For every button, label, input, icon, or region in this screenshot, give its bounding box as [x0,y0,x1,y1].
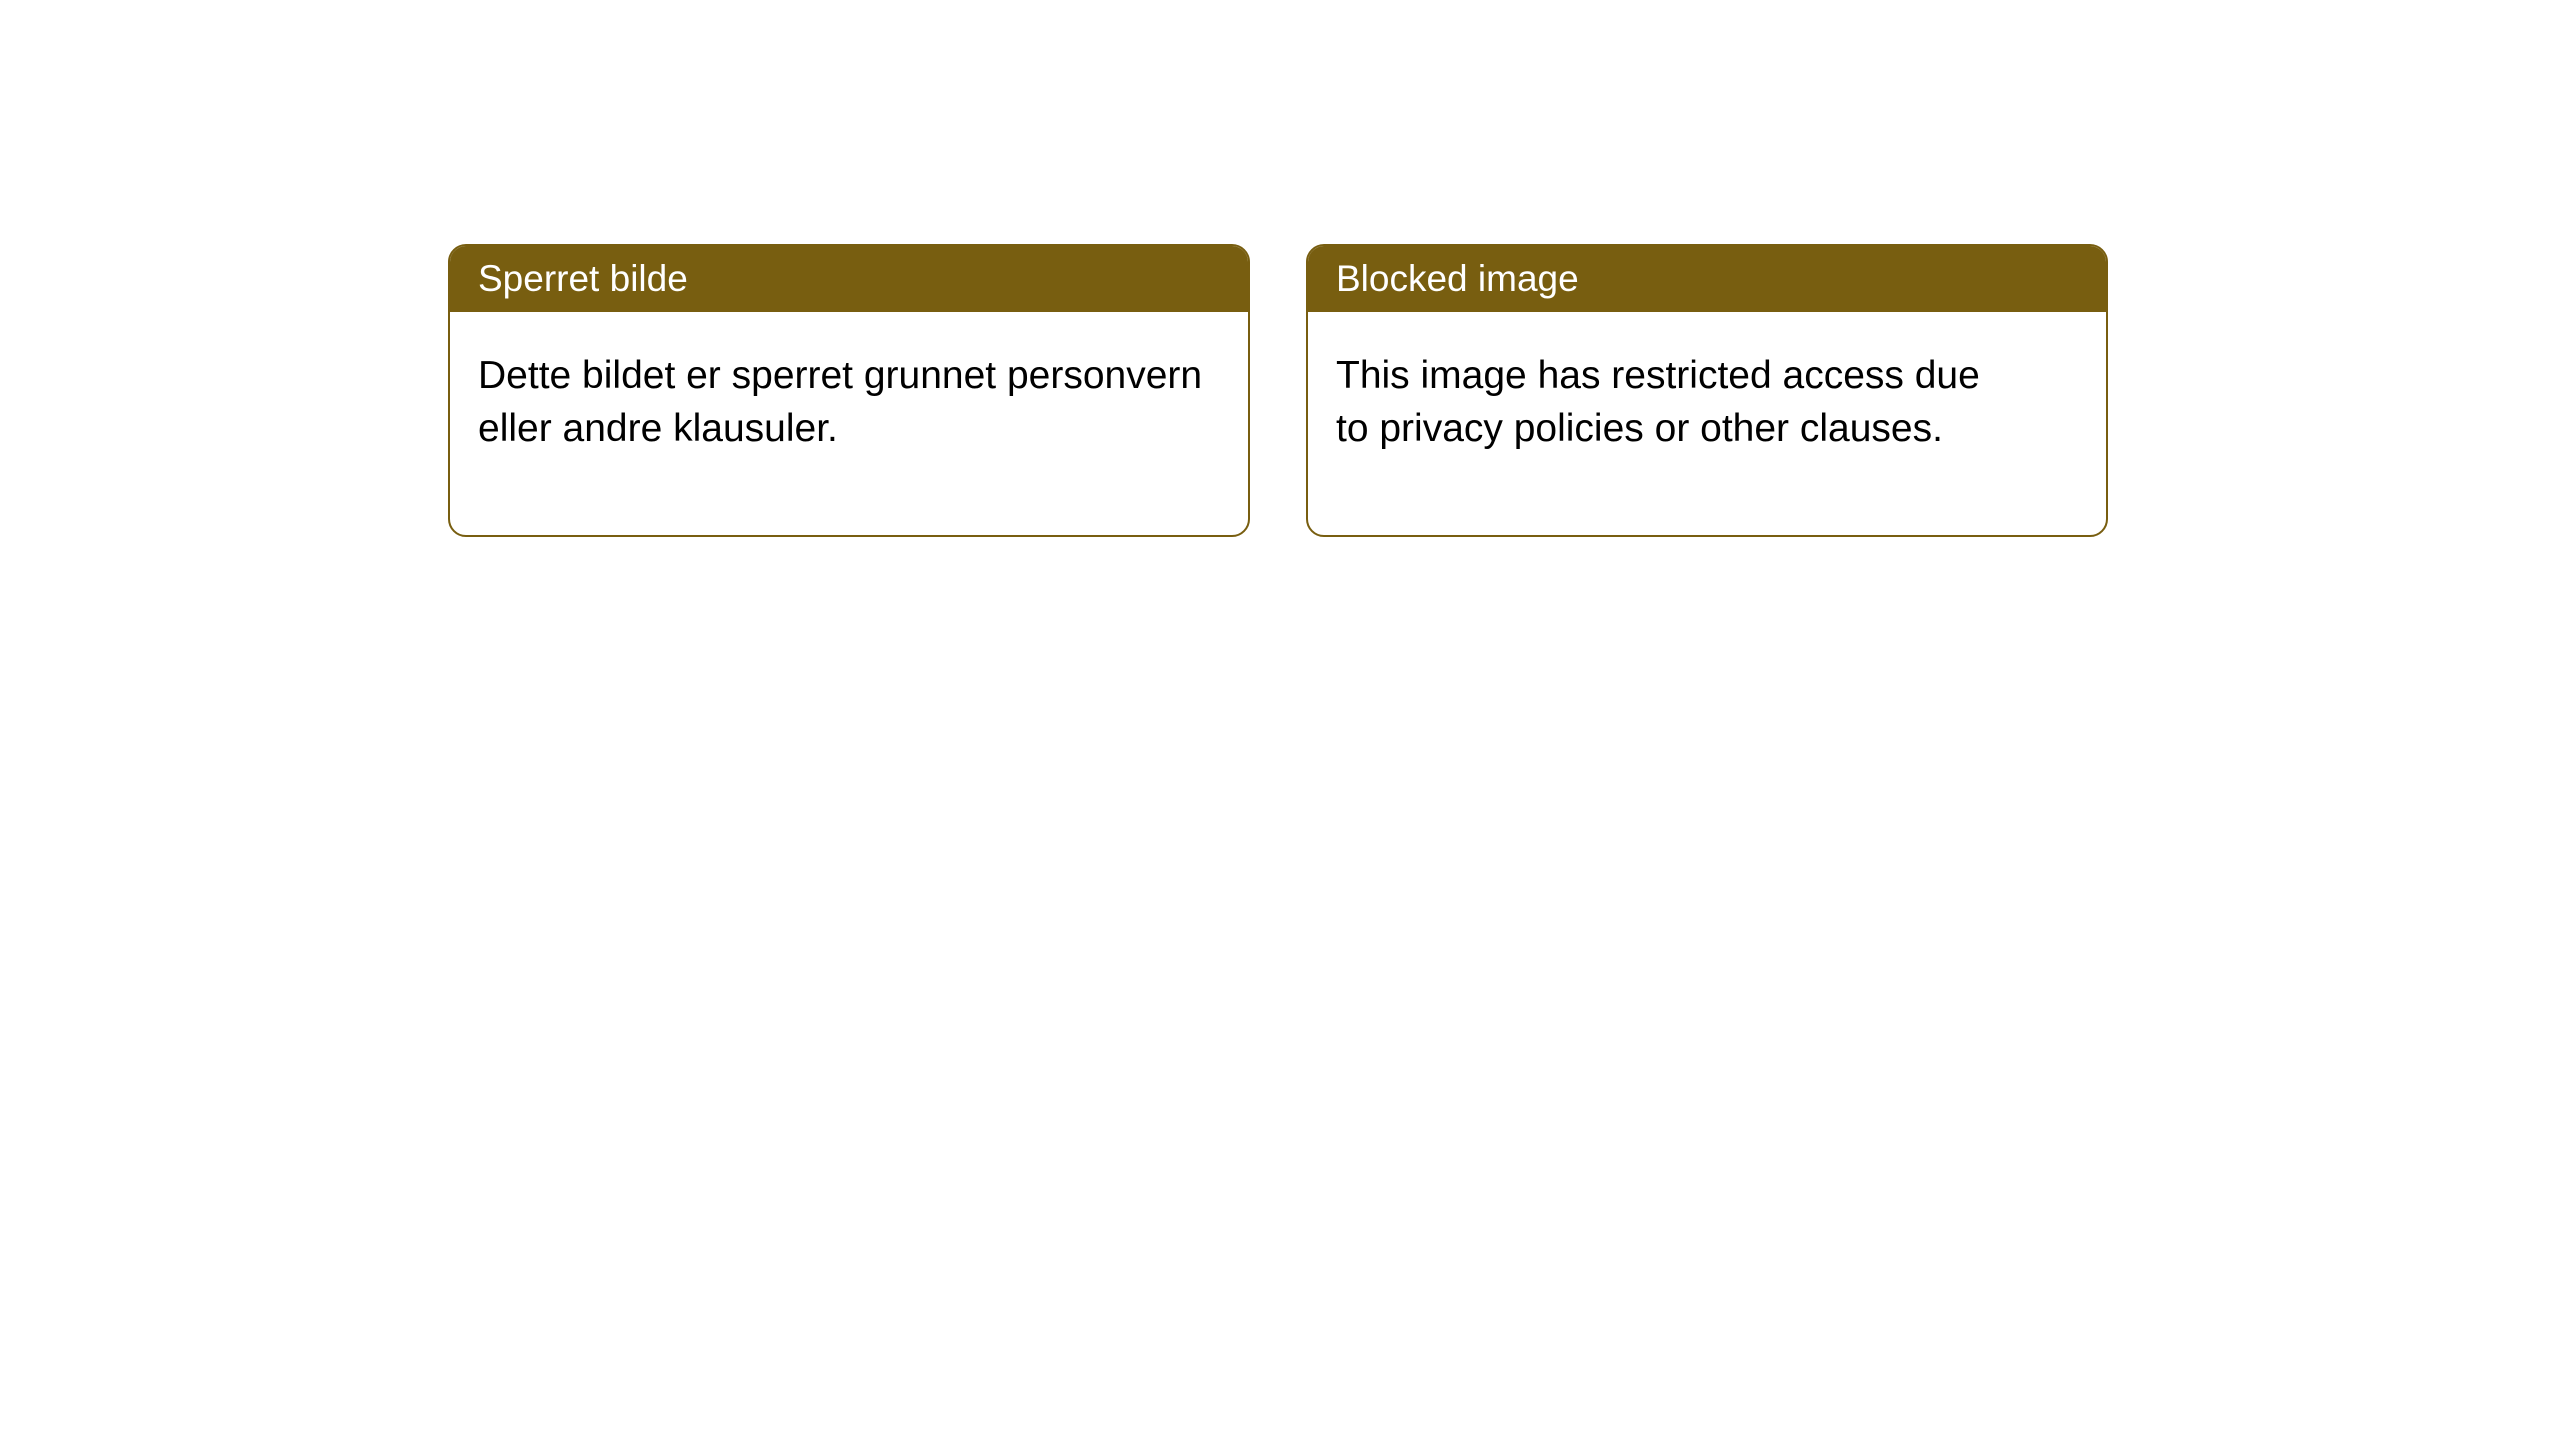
notice-card-norwegian: Sperret bilde Dette bildet er sperret gr… [448,244,1250,537]
notice-card-english: Blocked image This image has restricted … [1306,244,2108,537]
notice-title-english: Blocked image [1308,246,2106,312]
notice-container: Sperret bilde Dette bildet er sperret gr… [0,0,2560,537]
notice-title-norwegian: Sperret bilde [450,246,1248,312]
notice-body-norwegian: Dette bildet er sperret grunnet personve… [450,312,1248,535]
notice-body-english: This image has restricted access due to … [1308,312,2106,535]
